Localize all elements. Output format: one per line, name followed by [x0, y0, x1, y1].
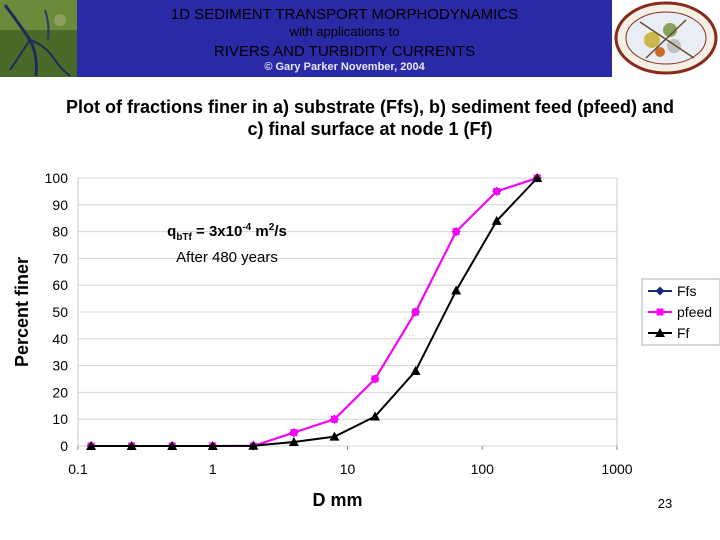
- data-point-ff: [329, 431, 340, 441]
- x-axis-label: D mm: [312, 490, 362, 510]
- data-point-pfeed: [290, 429, 298, 437]
- data-point-pfeed: [330, 415, 338, 423]
- legend-label-ff: Ff: [677, 325, 690, 341]
- data-point-ff: [532, 173, 543, 182]
- page-number: 23: [657, 496, 673, 511]
- data-point-ff: [451, 285, 462, 295]
- x-tick-label: 0.1: [68, 461, 88, 477]
- annotation-line-1: qbTf = 3x10-4 m2/s: [167, 222, 287, 243]
- annotation-line-2: After 480 years: [176, 249, 278, 266]
- y-tick-label: 10: [52, 411, 68, 427]
- y-axis-label: Percent finer: [12, 257, 32, 367]
- y-tick-label: 70: [52, 250, 68, 266]
- data-point-pfeed: [412, 308, 420, 316]
- series-line-ff: [91, 177, 538, 447]
- banner-title-block: 1D SEDIMENT TRANSPORT MORPHODYNAMICS wit…: [77, 0, 612, 77]
- annotation-discharge: qbTf = 3x10-4 m2/s After 480 years: [142, 218, 312, 268]
- banner-subtitle: with applications to: [289, 24, 400, 39]
- x-tick-label: 10: [340, 461, 356, 477]
- data-point-ff: [410, 365, 421, 375]
- legend-marker-pfeed: [656, 308, 664, 316]
- data-point-ff: [370, 411, 381, 421]
- y-tick-label: 90: [52, 197, 68, 213]
- data-point-ff: [491, 215, 502, 225]
- banner-subtitle-2: RIVERS AND TURBIDITY CURRENTS: [213, 43, 476, 60]
- nced-logo: [612, 0, 720, 77]
- data-point-pfeed: [452, 228, 460, 236]
- legend-label-ffs: Ffs: [677, 283, 696, 299]
- data-point-pfeed: [493, 187, 501, 195]
- river-delta-image: [0, 0, 77, 77]
- data-point-ff: [167, 441, 178, 450]
- y-tick-label: 40: [52, 331, 68, 347]
- banner-copyright: © Gary Parker November, 2004: [264, 61, 425, 73]
- y-tick-label: 30: [52, 358, 68, 374]
- data-point-ff: [207, 441, 218, 450]
- y-tick-label: 60: [52, 277, 68, 293]
- data-point-ff: [86, 441, 97, 450]
- header-banner: 1D SEDIMENT TRANSPORT MORPHODYNAMICS wit…: [0, 0, 720, 78]
- y-tick-label: 80: [52, 224, 68, 240]
- y-tick-label: 100: [45, 170, 69, 186]
- x-tick-label: 1000: [601, 461, 632, 477]
- chart-title: Plot of fractions finer in a) substrate …: [65, 97, 675, 139]
- x-tick-label: 1: [209, 461, 217, 477]
- y-tick-label: 0: [60, 438, 68, 454]
- data-point-ff: [248, 440, 259, 450]
- data-point-ff: [126, 441, 137, 450]
- y-tick-label: 50: [52, 304, 68, 320]
- y-tick-label: 20: [52, 384, 68, 400]
- data-point-ff: [288, 436, 299, 446]
- legend-label-pfeed: pfeed: [677, 304, 712, 320]
- banner-title: 1D SEDIMENT TRANSPORT MORPHODYNAMICS: [170, 6, 519, 23]
- legend-marker-ff: [655, 328, 665, 337]
- legend-marker-ffs: [655, 286, 665, 296]
- x-tick-label: 100: [471, 461, 495, 477]
- data-point-pfeed: [371, 375, 379, 383]
